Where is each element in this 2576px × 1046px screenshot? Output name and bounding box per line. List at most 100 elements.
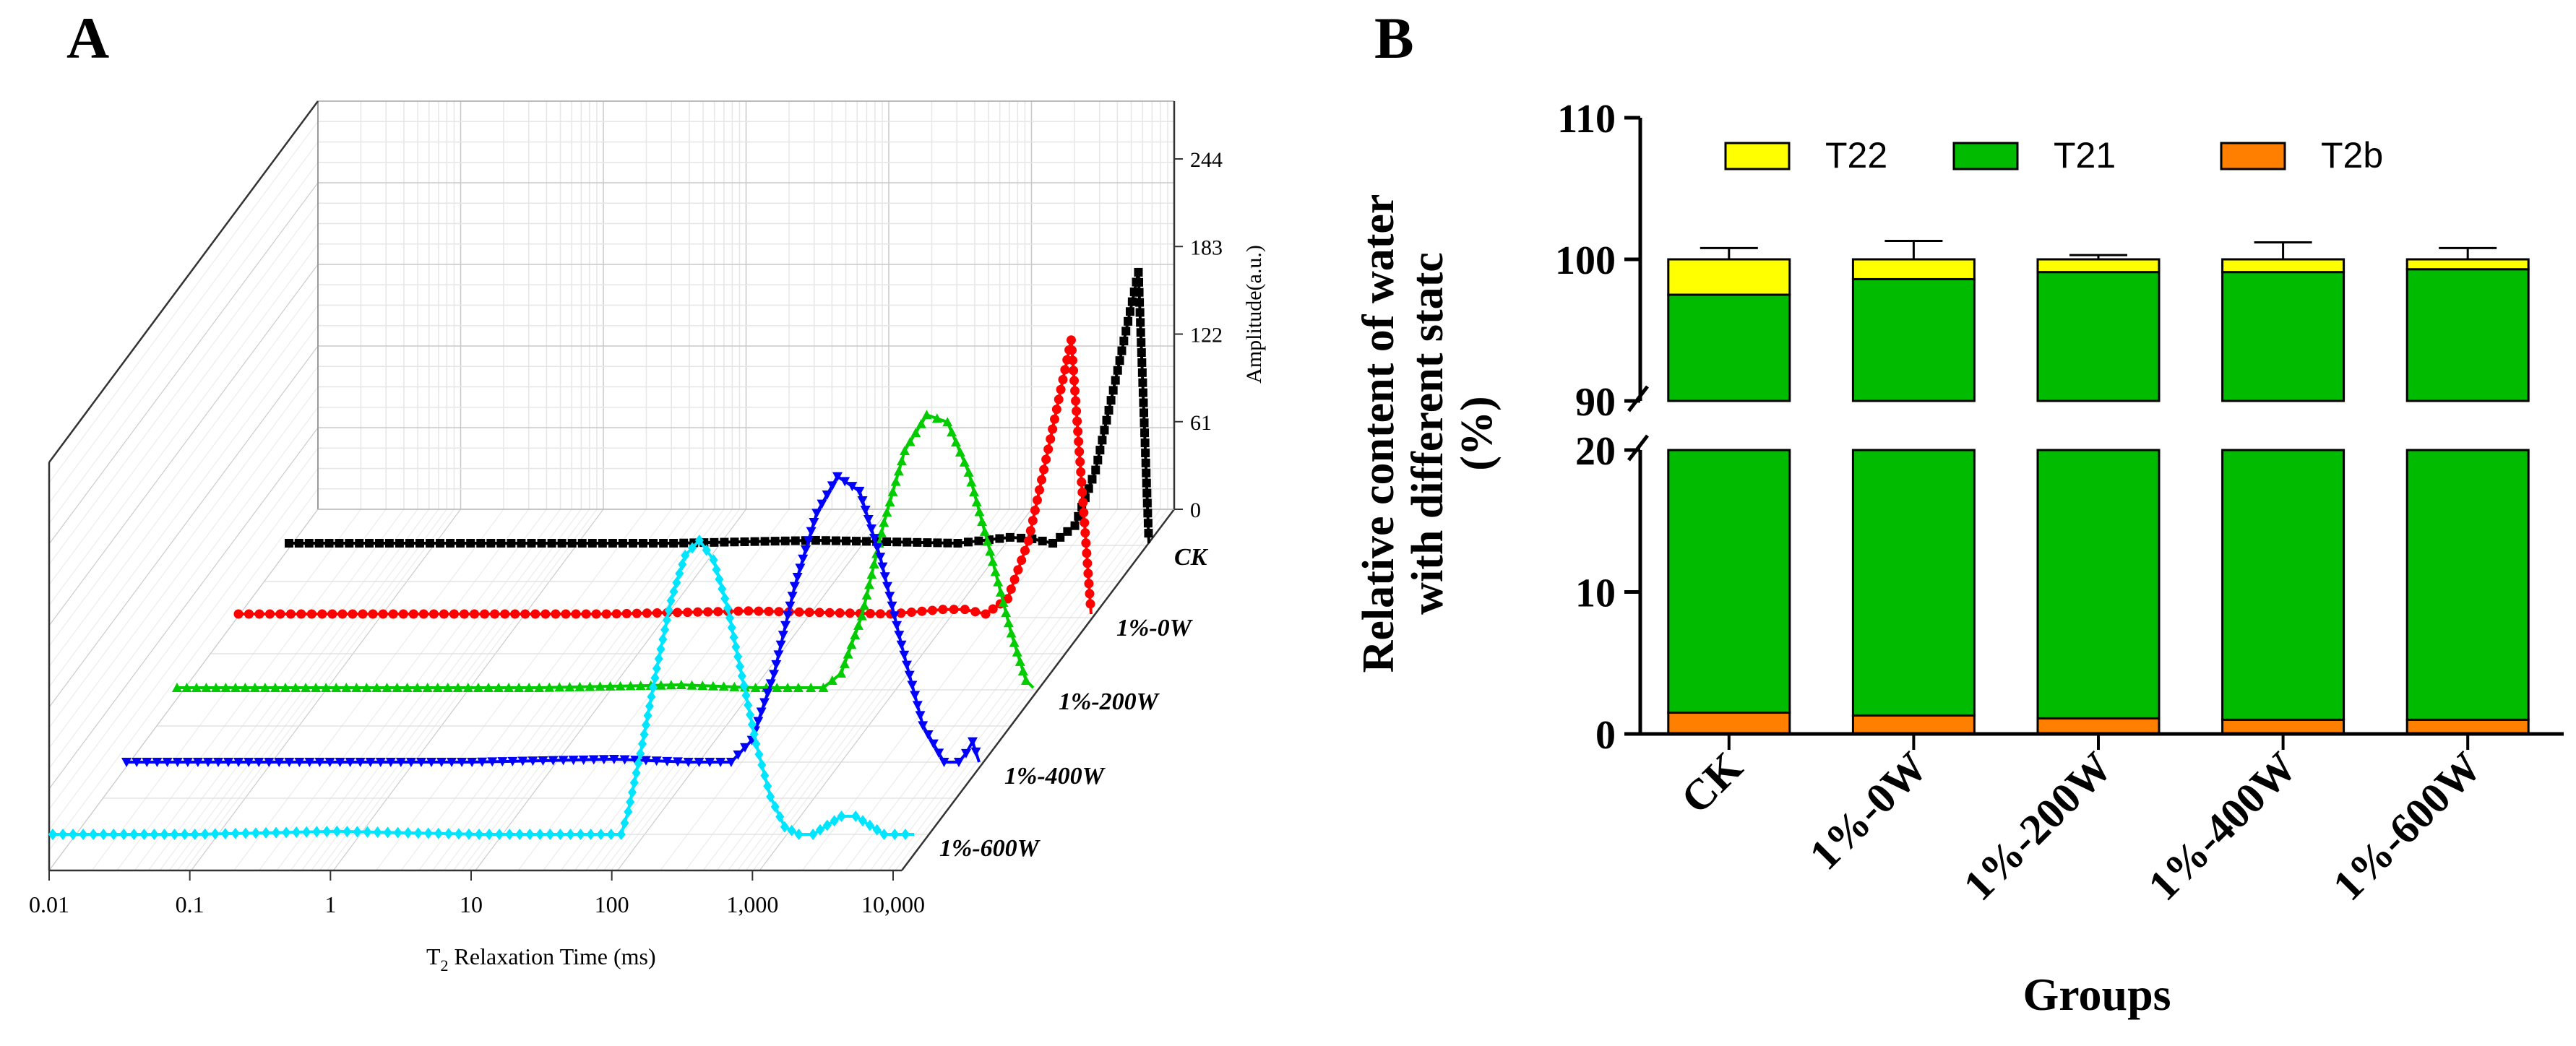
marker-triangle-up xyxy=(869,558,879,569)
marker-triangle-up xyxy=(827,675,837,686)
marker-triangle-down xyxy=(304,758,315,767)
marker-triangle-up xyxy=(181,683,192,692)
x-tick-label: 10 xyxy=(460,891,483,917)
marker-square xyxy=(791,536,800,545)
left-wall-gridline xyxy=(48,427,319,790)
marker-circle xyxy=(317,609,327,619)
marker-circle xyxy=(1060,365,1070,375)
marker-circle xyxy=(1073,426,1083,436)
marker-triangle-up xyxy=(564,682,575,692)
marker-square xyxy=(374,539,384,548)
marker-triangle-up xyxy=(249,683,260,692)
marker-square xyxy=(1111,376,1120,385)
marker-square xyxy=(1140,418,1149,428)
left-wall-gridline xyxy=(48,488,319,851)
marker-square xyxy=(384,539,394,548)
marker-diamond xyxy=(636,748,645,760)
marker-diamond xyxy=(702,544,711,556)
marker-diamond xyxy=(99,829,108,840)
marker-circle xyxy=(591,609,601,619)
marker-diamond xyxy=(525,829,535,840)
marker-triangle-up xyxy=(707,680,718,691)
marker-triangle-up xyxy=(321,683,332,692)
marker-diamond xyxy=(383,826,392,839)
marker-triangle-down xyxy=(811,509,822,519)
marker-triangle-down xyxy=(477,757,488,767)
marker-diamond xyxy=(423,827,433,839)
marker-square xyxy=(517,539,526,548)
marker-triangle-down xyxy=(953,758,964,767)
marker-diamond xyxy=(645,700,654,712)
marker-triangle-up xyxy=(655,680,666,690)
marker-triangle-up xyxy=(793,683,804,692)
marker-circle xyxy=(1082,548,1092,558)
marker-diamond xyxy=(675,567,684,579)
bar-segment-T22 xyxy=(1667,258,1791,296)
marker-circle xyxy=(949,605,959,615)
marker-diamond xyxy=(535,829,545,840)
marker-diamond xyxy=(160,829,169,840)
marker-square xyxy=(882,537,892,546)
left-wall-gridline xyxy=(48,468,319,830)
marker-diamond xyxy=(200,828,210,840)
marker-circle xyxy=(1006,584,1016,595)
marker-square xyxy=(577,539,587,548)
marker-square xyxy=(1127,297,1137,306)
marker-circle xyxy=(744,606,754,616)
marker-square xyxy=(1063,527,1072,536)
marker-triangle-down xyxy=(436,758,447,767)
marker-square xyxy=(995,534,1004,543)
bar-segment-T2b xyxy=(1851,714,1976,735)
marker-triangle-down xyxy=(385,758,396,767)
marker-triangle-down xyxy=(756,707,767,717)
marker-triangle-up xyxy=(750,683,761,692)
marker-triangle-up xyxy=(947,427,957,437)
marker-circle xyxy=(988,604,998,614)
marker-diamond xyxy=(865,819,874,831)
marker-circle xyxy=(642,608,652,618)
marker-square xyxy=(1142,498,1152,508)
marker-square xyxy=(1137,368,1147,377)
marker-triangle-down xyxy=(798,554,809,564)
marker-diamond xyxy=(413,827,423,839)
marker-square xyxy=(649,539,658,548)
marker-circle xyxy=(368,609,378,619)
bar-segment-T21 xyxy=(1667,449,1791,714)
marker-diamond xyxy=(669,585,679,597)
marker-triangle-down xyxy=(915,711,926,721)
marker-diamond xyxy=(749,728,759,740)
marker-square xyxy=(1056,532,1065,542)
stacked-bars xyxy=(1667,240,2530,735)
marker-diamond xyxy=(231,827,240,839)
marker-triangle-up xyxy=(412,683,423,692)
marker-triangle-down xyxy=(869,534,880,544)
y-tick-label: 110 xyxy=(1557,97,1616,142)
marker-diamond xyxy=(495,829,504,840)
marker-circle xyxy=(1051,405,1061,415)
marker-circle xyxy=(275,609,285,619)
marker-triangle-up xyxy=(493,683,504,692)
marker-diamond xyxy=(872,824,882,836)
marker-diamond xyxy=(666,595,676,607)
marker-circle xyxy=(1025,526,1035,536)
marker-triangle-down xyxy=(294,758,305,767)
left-wall-gridline xyxy=(48,243,319,606)
marker-triangle-down xyxy=(375,758,386,767)
marker-circle xyxy=(906,607,916,617)
marker-triangle-up xyxy=(995,587,1006,597)
marker-triangle-down xyxy=(264,758,275,767)
marker-triangle-up xyxy=(893,466,904,476)
marker-circle xyxy=(1077,477,1087,487)
marker-square xyxy=(1142,488,1152,498)
x-tick-labels: 0.01 0.1 1 10 100 1,000 10,000 xyxy=(29,870,925,917)
x-tick-label: 10,000 xyxy=(861,891,925,917)
marker-circle xyxy=(1074,446,1085,457)
marker-square xyxy=(760,537,770,546)
marker-triangle-up xyxy=(442,683,453,692)
marker-diamond xyxy=(731,641,741,653)
marker-square xyxy=(598,539,607,548)
marker-diamond xyxy=(485,829,494,840)
marker-square xyxy=(1134,277,1144,287)
marker-diamond xyxy=(556,829,565,840)
